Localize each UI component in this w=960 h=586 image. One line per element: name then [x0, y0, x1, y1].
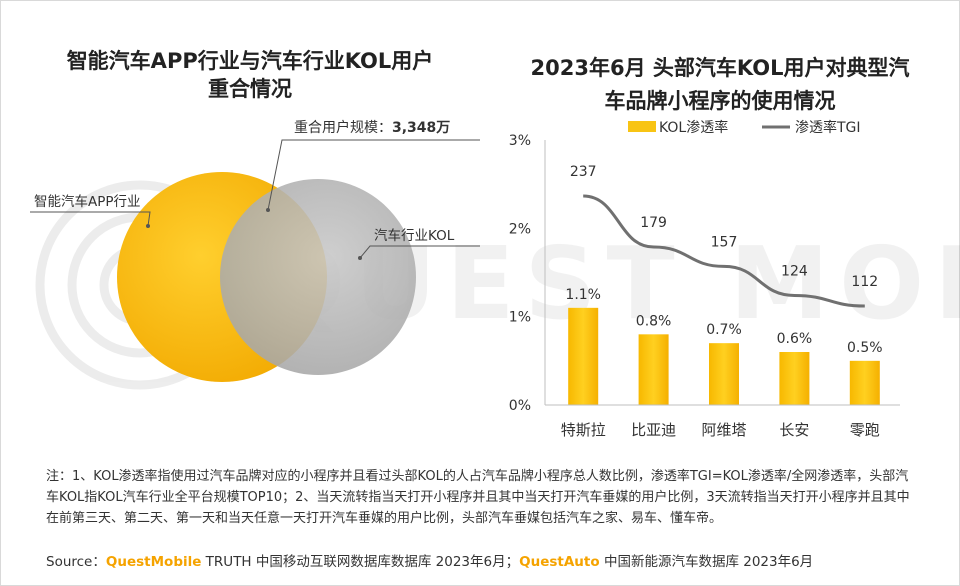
legend-label-kol: KOL渗透率 — [659, 119, 728, 136]
x-axis: 特斯拉 比亚迪 阿维塔 长安 零跑 — [545, 404, 900, 439]
bar — [779, 352, 810, 405]
chart-title-line2: 车品牌小程序的使用情况 — [604, 89, 836, 113]
bar-data-label: 1.1% — [565, 287, 601, 303]
chart-legend: KOL渗透率 渗透率TGI — [628, 119, 861, 136]
legend-label-tgi: 渗透率TGI — [795, 119, 861, 136]
overlap-leader-line — [267, 139, 480, 211]
bar-data-label: 0.6% — [777, 331, 813, 347]
y-tick-label: 0% — [509, 398, 531, 414]
bar-line-chart: KOL渗透率 渗透率TGI 0% 1% 2% 3% 1.1% 0.8% 0.7% 0.6% 0.… — [509, 119, 900, 439]
overlap-leader-dot — [266, 208, 270, 212]
bar — [709, 343, 739, 405]
x-tick-label: 长安 — [779, 421, 809, 439]
footnote: 注：1、KOL渗透率指使用过汽车品牌对应的小程序并且看过头部KOL的人占汽车品牌… — [46, 469, 910, 526]
bar-data-label: 0.5% — [847, 340, 883, 356]
y-axis: 0% 1% 2% 3% — [509, 133, 546, 414]
kol-leader-line — [359, 245, 480, 259]
tgi-line — [583, 194, 865, 308]
venn-label-app: 智能汽车APP行业 — [34, 193, 141, 210]
y-tick-label: 3% — [509, 133, 531, 149]
x-tick-label: 阿维塔 — [701, 421, 746, 439]
tgi-data-label: 112 — [851, 274, 878, 290]
x-tick-label: 比亚迪 — [631, 421, 676, 439]
tgi-data-label: 157 — [711, 234, 738, 250]
tgi-data-label: 124 — [781, 263, 808, 279]
source-text-1: TRUTH 中国移动互联网数据库数据库 2023年6月； — [201, 554, 520, 570]
app-leader-dot — [146, 224, 150, 228]
x-tick-label: 特斯拉 — [561, 421, 606, 439]
chart-title: 2023年6月 头部汽车KOL用户对典型汽 车品牌小程序的使用情况 — [500, 52, 940, 118]
venn-label-kol: 汽车行业KOL — [374, 227, 455, 244]
tgi-line-series: 237 179 157 124 112 — [570, 164, 878, 308]
bar — [638, 334, 669, 405]
venn-title: 智能汽车APP行业与汽车行业KOL用户 重合情况 — [40, 47, 460, 103]
y-tick-label: 2% — [509, 221, 531, 237]
bar — [849, 360, 880, 405]
legend-swatch-kol — [628, 121, 656, 132]
bar-data-label: 0.7% — [706, 322, 742, 338]
y-tick-label: 1% — [509, 310, 531, 326]
chart-title-line1: 2023年6月 头部汽车KOL用户对典型汽 — [530, 56, 910, 80]
kol-leader-dot — [358, 256, 362, 260]
venn-circle-kol — [220, 179, 416, 375]
venn-title-line1: 智能汽车APP行业与汽车行业KOL用户 — [66, 49, 434, 73]
overlap-label: 重合用户规模：3,348万 — [294, 119, 450, 136]
bar-data-label: 0.8% — [636, 313, 672, 329]
bar — [568, 307, 599, 405]
tgi-data-label: 237 — [570, 164, 597, 180]
bar-series: 1.1% 0.8% 0.7% 0.6% 0.5% — [565, 287, 883, 405]
x-tick-label: 零跑 — [850, 421, 880, 439]
venn-title-line2: 重合情况 — [208, 77, 292, 101]
source-brand-questmobile: QuestMobile — [105, 554, 202, 570]
source-prefix: Source： — [46, 554, 106, 570]
app-leader-line — [30, 211, 151, 227]
source-line: Source：QuestMobile TRUTH 中国移动互联网数据库数据库 2… — [46, 550, 926, 570]
source-text-2: 中国新能源汽车数据库 2023年6月 — [599, 554, 814, 570]
source-brand-questauto: QuestAuto — [519, 554, 600, 570]
venn-diagram: 重合用户规模：3,348万 智能汽车APP行业 汽车行业KOL — [30, 119, 480, 382]
tgi-data-label: 179 — [640, 215, 667, 231]
